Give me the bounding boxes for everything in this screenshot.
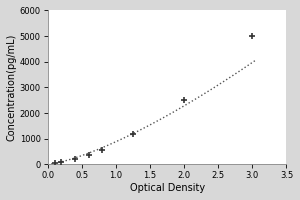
Y-axis label: Concentration(pg/mL): Concentration(pg/mL) [7,34,17,141]
X-axis label: Optical Density: Optical Density [130,183,205,193]
